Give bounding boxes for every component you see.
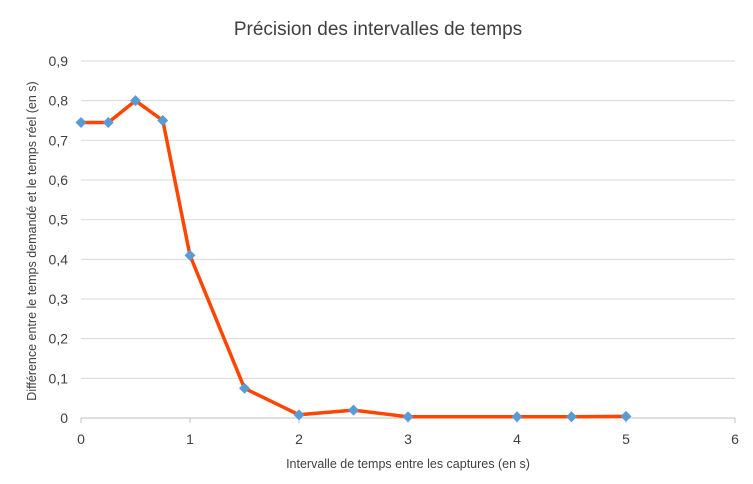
data-point [402,411,414,423]
y-tick-label: 0,2 [49,331,69,347]
data-point [348,404,359,416]
y-tick-label: 0,6 [49,172,69,188]
data-point [239,382,250,394]
y-axis-ticks: 0 0,1 0,2 0,3 0,4 0,5 0,6 0,7 0,8 0,9 [49,53,69,426]
y-tick-label: 0,1 [49,370,69,386]
data-point [102,116,114,128]
data-point [511,411,523,423]
y-tick-label: 0,4 [49,251,69,267]
series-line [81,98,627,419]
y-tick-label: 0,8 [49,93,69,109]
x-tick-label: 1 [186,431,194,447]
x-axis-ticks: 0 1 2 3 4 5 6 [77,418,739,447]
x-tick-label: 5 [622,431,630,447]
data-point [130,95,141,107]
data-point [293,409,305,421]
y-axis-label: Différence entre le temps demandé et le … [25,81,39,400]
x-tick-label: 2 [295,431,303,447]
x-tick-label: 6 [731,431,739,447]
y-tick-label: 0,7 [49,132,69,148]
x-tick-label: 0 [77,431,85,447]
y-tick-label: 0,9 [49,53,69,69]
y-tick-label: 0,3 [49,291,69,307]
y-tick-label: 0,5 [49,212,69,228]
chart-title: Précision des intervalles de temps [234,19,522,40]
y-tick-label: 0 [60,410,68,426]
data-series [75,95,632,423]
data-point [620,410,632,422]
gridlines [81,60,735,419]
data-point [566,411,577,423]
x-tick-label: 3 [404,431,412,447]
data-point [75,116,87,128]
x-axis-label: Intervalle de temps entre les captures (… [286,457,530,471]
x-tick-label: 4 [513,431,521,447]
data-point [184,249,196,261]
data-point [157,115,169,126]
